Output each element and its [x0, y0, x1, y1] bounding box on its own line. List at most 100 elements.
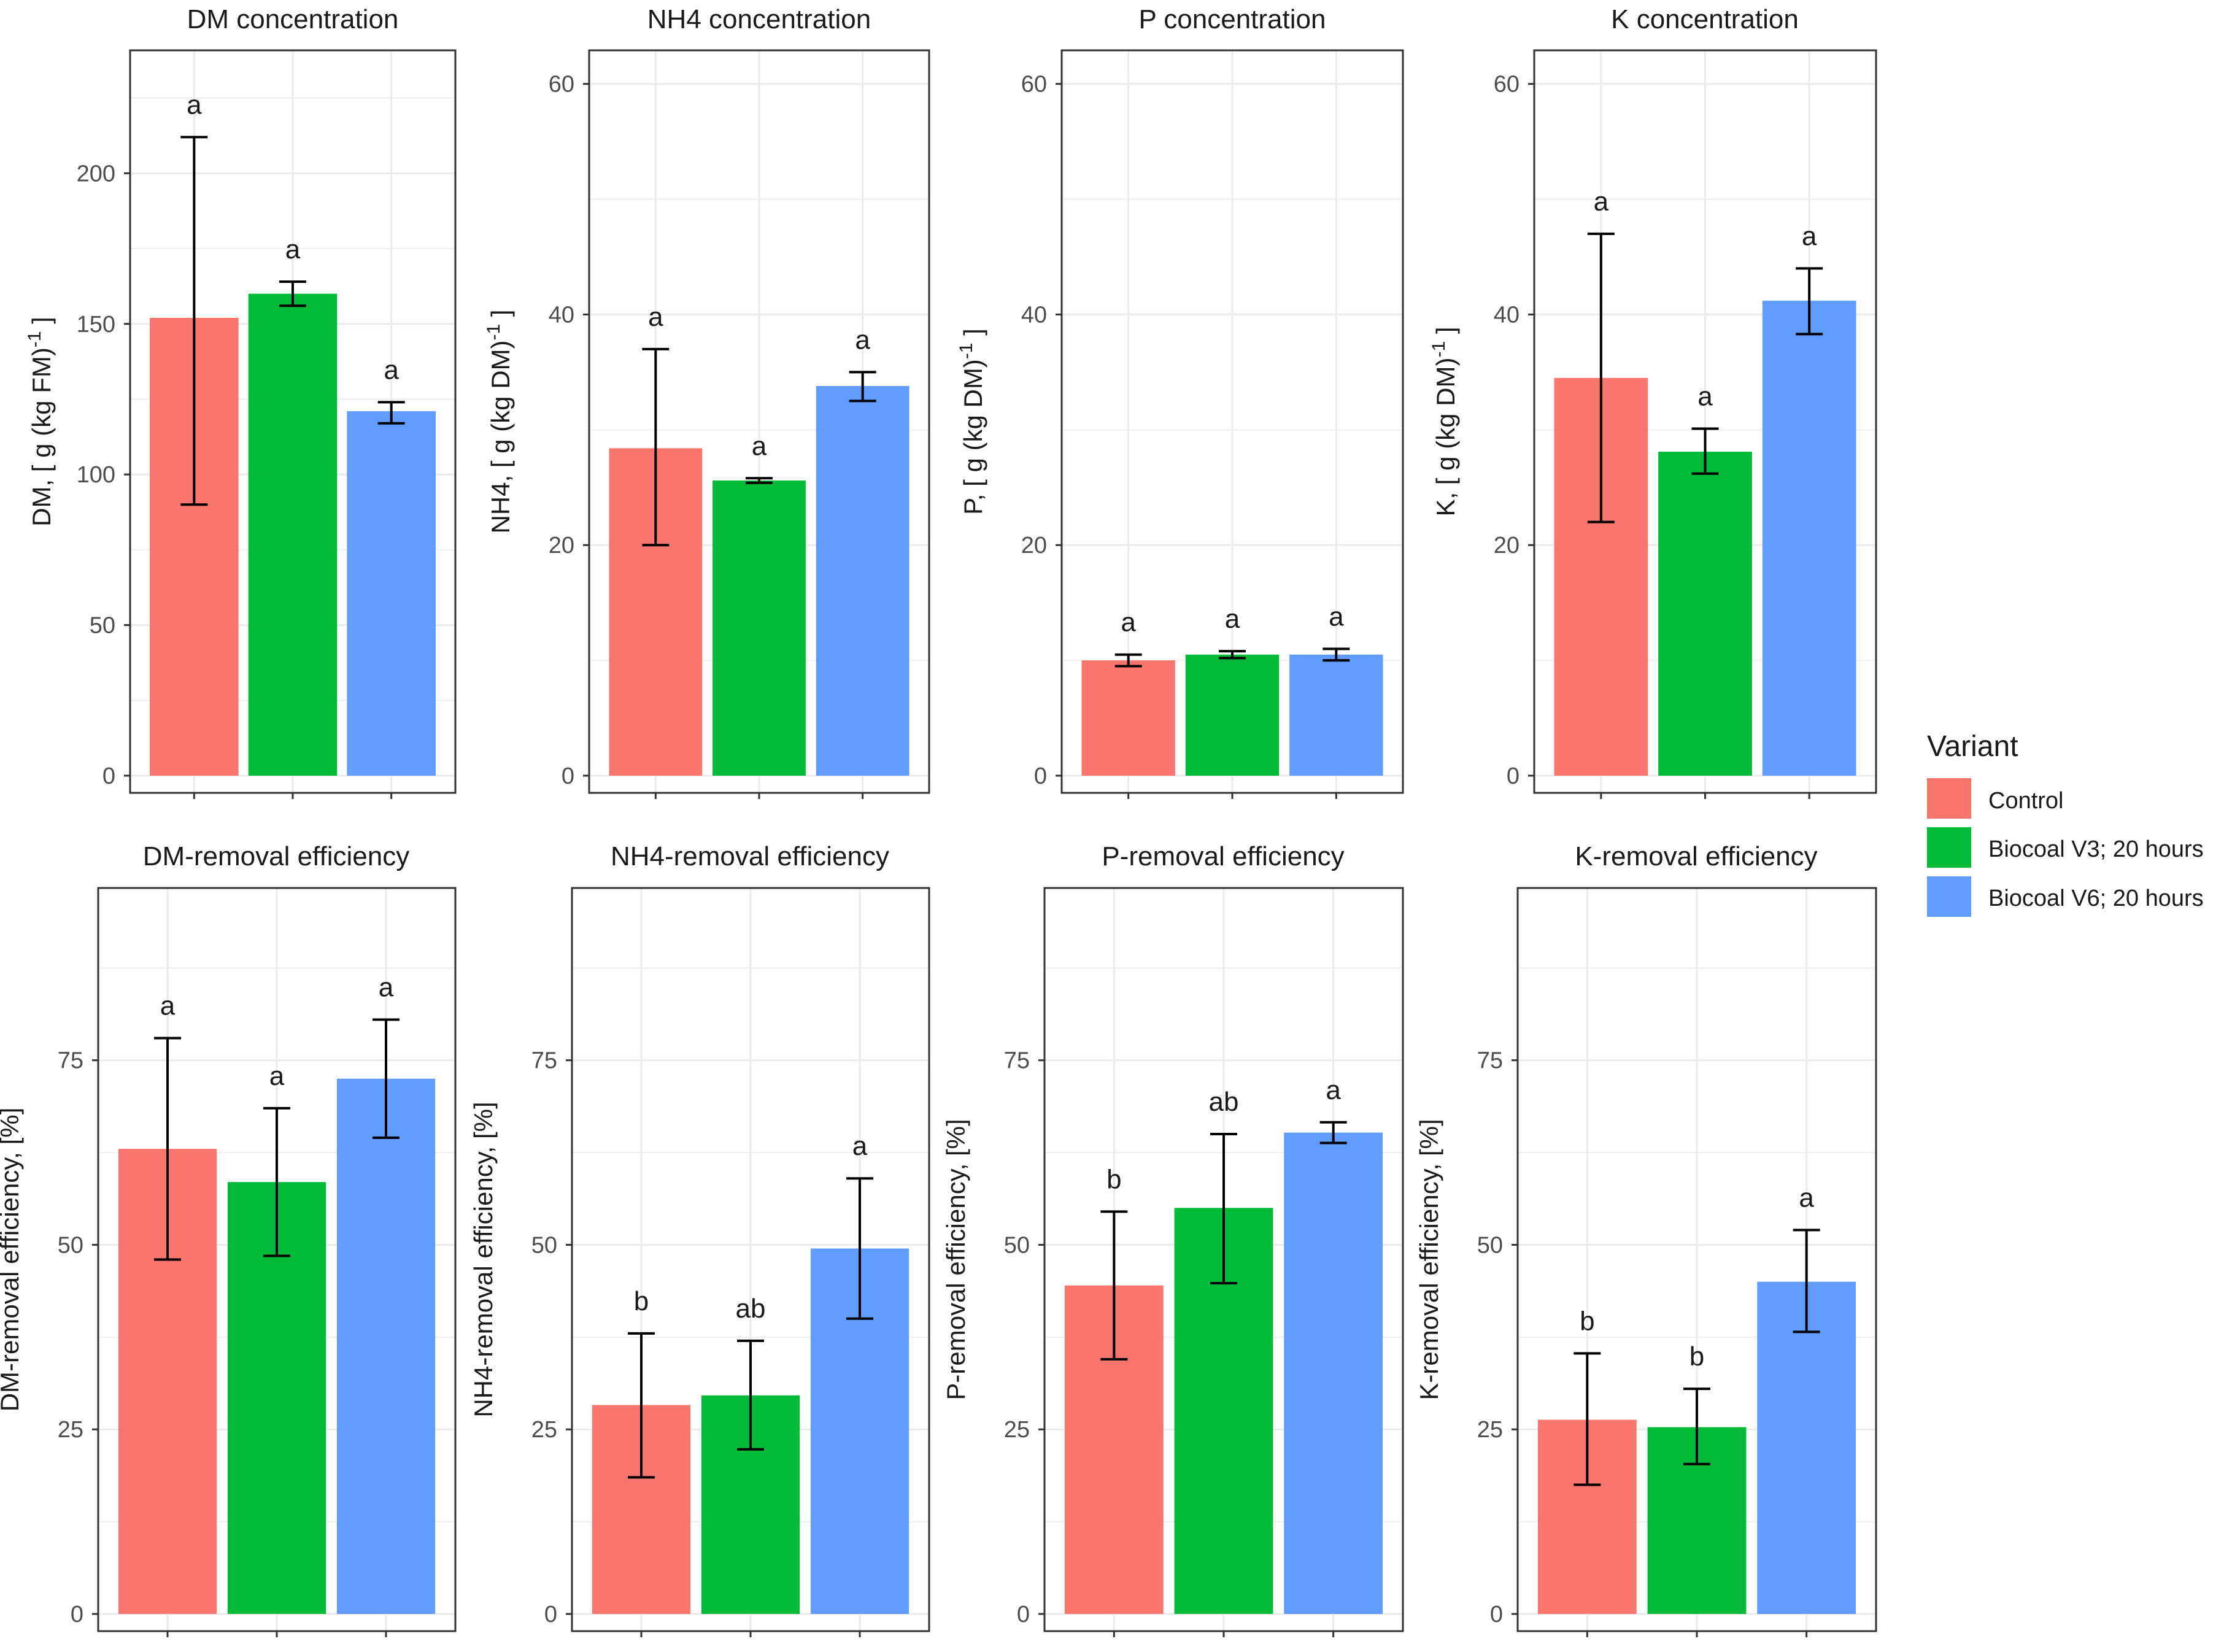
significance-letter: a — [648, 302, 663, 332]
bar-dm-1 — [248, 293, 338, 776]
significance-letter: a — [379, 973, 394, 1003]
y-axis-label: DM, [ g (kg FM)-1 ] — [25, 317, 56, 527]
y-tick-label: 0 — [1507, 763, 1520, 789]
bar-nh4-1 — [712, 481, 806, 776]
y-axis-label-text: P, [ g (kg DM) — [959, 359, 987, 515]
panel-border — [1533, 49, 1877, 794]
y-axis-label: NH4, [ g (kg DM)-1 ] — [484, 309, 516, 533]
y-tick-label: 0 — [71, 1602, 83, 1627]
significance-letter: a — [1594, 187, 1609, 217]
y-axis-label-suffix: ] — [959, 328, 987, 342]
y-tick-label: 20 — [1494, 533, 1520, 558]
panel-title: K concentration — [1611, 4, 1799, 34]
bar-p-2 — [1289, 654, 1383, 776]
y-axis-label: DM-removal efficiency, [%] — [0, 1108, 24, 1412]
y-tick-label: 60 — [549, 72, 574, 98]
panel-dmr: a a a 0 25 50 75 DM-removal efficiency DM-remova… — [0, 841, 457, 1637]
bar-kr-2 — [1757, 1281, 1856, 1614]
significance-letter: a — [855, 325, 870, 355]
significance-letter: a — [1799, 1183, 1814, 1213]
significance-letter: b — [634, 1286, 649, 1316]
y-tick-label: 75 — [1004, 1048, 1030, 1074]
panel-k: a a a 0 20 40 60 K concentration K, [ g (kg DM)-… — [1429, 4, 1877, 799]
bar-k-1 — [1658, 452, 1752, 776]
significance-letter: a — [1326, 1075, 1341, 1105]
y-axis-label: P-removal efficiency, [%] — [941, 1119, 970, 1400]
y-tick-label: 50 — [531, 1232, 557, 1258]
y-axis-label-text: NH4-removal efficiency, [%] — [469, 1102, 498, 1417]
y-axis-label-text: DM, [ g (kg FM) — [27, 347, 56, 527]
y-tick-label: 200 — [77, 161, 115, 187]
y-tick-label: 40 — [1021, 302, 1047, 328]
significance-letter: a — [852, 1131, 868, 1161]
significance-letter: a — [1121, 608, 1136, 638]
panel-title: P concentration — [1139, 4, 1326, 34]
bar-p-1 — [1185, 654, 1280, 776]
legend-swatch-control — [1927, 778, 1971, 819]
bar-dmr-2 — [336, 1078, 436, 1614]
panel-border — [1060, 49, 1404, 794]
panel-border — [571, 887, 930, 1632]
y-tick-label: 40 — [1494, 302, 1520, 328]
panel-title: DM concentration — [187, 4, 399, 34]
legend-swatch-v6 — [1927, 876, 1971, 917]
y-tick-label: 25 — [1477, 1417, 1503, 1443]
y-tick-label: 100 — [77, 462, 115, 488]
y-axis-label-text: K-removal efficiency, [%] — [1415, 1119, 1443, 1400]
y-tick-label: 0 — [102, 763, 115, 789]
significance-letter: b — [1106, 1164, 1121, 1194]
significance-letter: a — [752, 431, 767, 461]
y-axis-label: K-removal efficiency, [%] — [1415, 1119, 1443, 1400]
y-tick-label: 60 — [1494, 72, 1520, 98]
y-axis-label: NH4-removal efficiency, [%] — [469, 1102, 498, 1417]
y-tick-label: 40 — [549, 302, 574, 328]
panel-p: a a a 0 20 40 60 P concentration P, [ g (kg DM)-… — [956, 4, 1404, 799]
panel-title: NH4-removal efficiency — [611, 841, 889, 871]
y-tick-label: 60 — [1021, 72, 1047, 98]
y-tick-label: 75 — [58, 1048, 83, 1074]
y-axis-label-text: P-removal efficiency, [%] — [941, 1119, 970, 1400]
panel-border — [588, 49, 930, 794]
bar-k-2 — [1762, 300, 1856, 776]
y-axis-label-text: K, [ g (kg DM) — [1431, 357, 1460, 516]
panel-nh4: a a a 0 20 40 60 NH4 concentration NH4, [ g (kg … — [484, 4, 930, 799]
legend-swatch-v3 — [1927, 827, 1971, 868]
y-tick-label: 0 — [544, 1602, 557, 1627]
legend: Variant Control Biocoal V3; 20 hours Bio… — [1927, 730, 2204, 917]
significance-letter: ab — [736, 1294, 766, 1324]
significance-letter: a — [269, 1061, 285, 1091]
panel-nh4r: b ab a 0 25 50 75 NH4-removal efficiency NH4-rem… — [469, 841, 930, 1637]
y-tick-label: 25 — [58, 1417, 83, 1443]
y-axis-label-suffix: ] — [486, 309, 515, 323]
bar-nh4-2 — [816, 385, 909, 776]
y-axis-label: P, [ g (kg DM)-1 ] — [956, 328, 988, 515]
y-tick-label: 25 — [1004, 1417, 1030, 1443]
legend-label-v6: Biocoal V6; 20 hours — [1988, 886, 2204, 911]
panel-title: P-removal efficiency — [1102, 841, 1344, 871]
legend-title: Variant — [1927, 730, 2018, 763]
significance-letter: a — [1802, 221, 1817, 251]
significance-letter: a — [187, 90, 202, 120]
panel-kr: b b a 0 25 50 75 K-removal efficiency K-removal … — [1415, 841, 1877, 1637]
y-axis-label-text: NH4, [ g (kg DM) — [486, 340, 515, 533]
y-tick-label: 0 — [1490, 1602, 1503, 1627]
y-tick-label: 50 — [1004, 1232, 1030, 1258]
y-axis-label-text: DM-removal efficiency, [%] — [0, 1108, 24, 1412]
legend-label-v3: Biocoal V3; 20 hours — [1988, 836, 2204, 862]
significance-letter: b — [1689, 1341, 1704, 1372]
panel-pr: b ab a 0 25 50 75 P-removal efficiency P-removal… — [941, 841, 1404, 1637]
significance-letter: a — [285, 234, 301, 264]
significance-letter: a — [384, 355, 399, 385]
bar-dm-2 — [347, 411, 436, 776]
y-tick-label: 75 — [531, 1048, 557, 1074]
panel-border — [1516, 887, 1877, 1632]
y-tick-label: 75 — [1477, 1048, 1503, 1074]
y-axis-label-superscript: -1 — [956, 343, 976, 360]
y-tick-label: 20 — [549, 533, 574, 558]
y-axis-label-superscript: -1 — [484, 324, 504, 341]
significance-letter: a — [160, 991, 176, 1021]
y-tick-label: 0 — [1034, 763, 1047, 789]
bar-p-0 — [1081, 660, 1175, 776]
y-tick-label: 0 — [562, 763, 574, 789]
